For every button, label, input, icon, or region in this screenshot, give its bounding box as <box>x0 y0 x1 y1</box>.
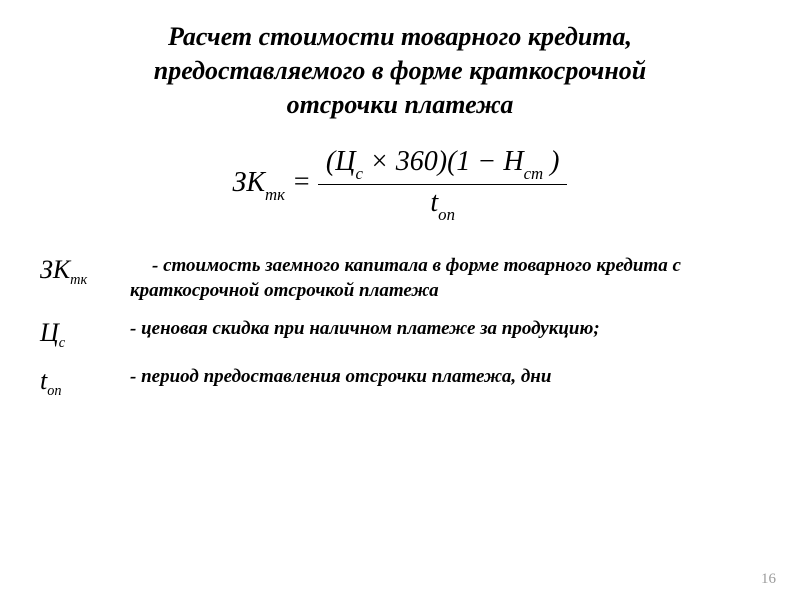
definition-row: ЗКтк - стоимость заемного капитала в фор… <box>40 253 740 304</box>
numerator: (Цс × 360)(1 − Нст ) <box>318 146 568 185</box>
lhs-main: ЗК <box>233 167 265 198</box>
num-close: ) <box>543 146 559 177</box>
sym-main: Ц <box>40 318 59 347</box>
num-sym1-sub: с <box>355 164 362 183</box>
slide-title: Расчет стоимости товарного кредита, пред… <box>0 0 800 131</box>
main-formula: ЗКтк = (Цс × 360)(1 − Нст ) tоп <box>0 146 800 222</box>
definition-text: - стоимость заемного капитала в форме то… <box>130 253 740 304</box>
sym-main: ЗК <box>40 255 70 284</box>
lhs-sub: тк <box>265 185 285 204</box>
definitions-block: ЗКтк - стоимость заемного капитала в фор… <box>0 253 800 401</box>
definition-symbol-top: tоп <box>40 364 130 400</box>
formula-lhs: ЗКтк <box>233 167 292 198</box>
definition-row: Цс - ценовая скидка при наличном платеже… <box>40 316 740 352</box>
num-open: ( <box>326 146 335 177</box>
fraction: (Цс × 360)(1 − Нст ) tоп <box>318 146 568 222</box>
denominator: tоп <box>318 185 568 223</box>
num-mid: × 360)(1 − <box>363 146 503 177</box>
sym-sub: оп <box>47 383 61 399</box>
definition-symbol-ts: Цс <box>40 316 130 352</box>
num-sym2: Н <box>503 146 523 177</box>
definition-symbol-zk: ЗКтк <box>40 253 130 289</box>
page-number: 16 <box>761 571 776 588</box>
sym-sub: тк <box>70 272 87 288</box>
den-sym: t <box>430 187 438 218</box>
equals-sign: = <box>292 167 318 198</box>
definition-row: tоп - период предоставления отсрочки пла… <box>40 364 740 400</box>
den-sub: оп <box>438 205 455 224</box>
definition-text: - ценовая скидка при наличном платеже за… <box>130 316 740 342</box>
num-sym1: Ц <box>335 146 355 177</box>
sym-sub: с <box>59 335 65 351</box>
definition-text: - период предоставления отсрочки платежа… <box>130 364 740 390</box>
num-sym2-sub: ст <box>524 164 544 183</box>
